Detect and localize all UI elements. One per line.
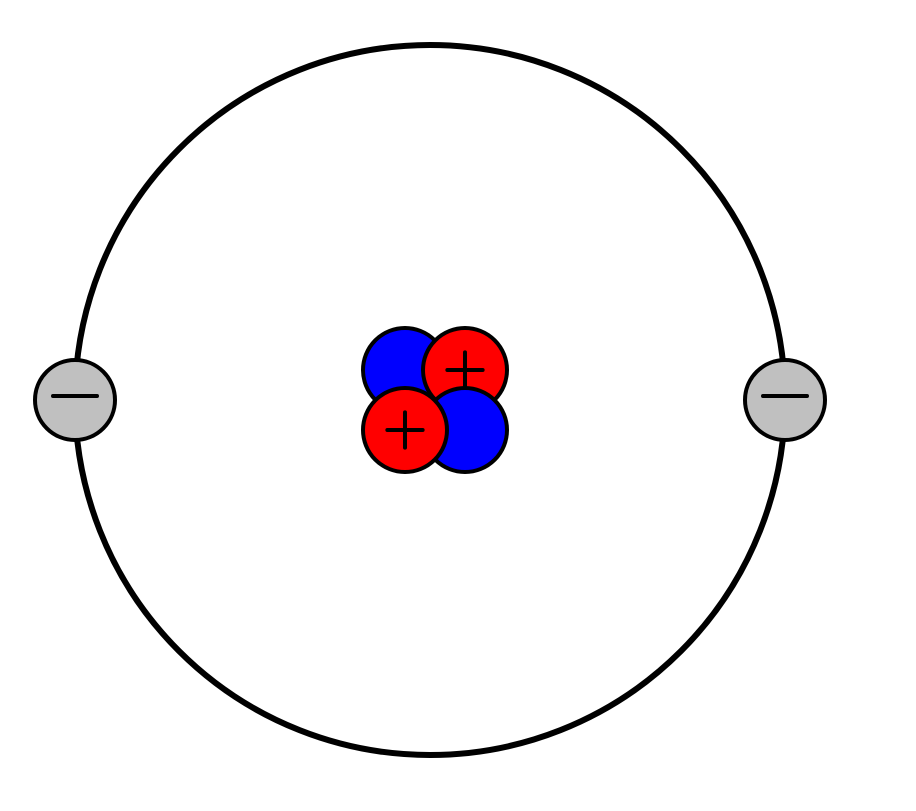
electron-2 [745, 360, 825, 440]
electron-circle [35, 360, 115, 440]
electron-circle [745, 360, 825, 440]
proton-4 [363, 388, 447, 472]
nucleus [363, 328, 507, 472]
electron-1 [35, 360, 115, 440]
atom-diagram [0, 0, 916, 811]
